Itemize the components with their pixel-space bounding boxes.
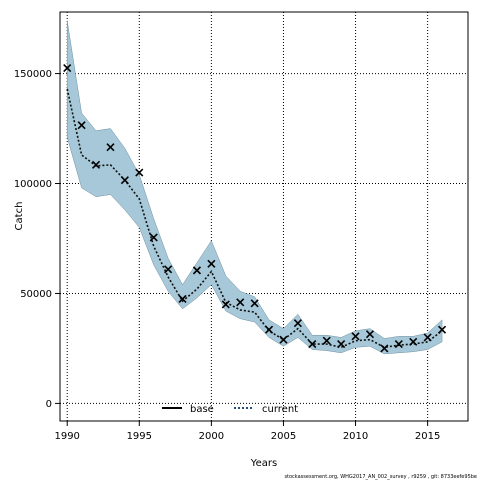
legend-base-label: base: [190, 404, 214, 415]
observed-point: [264, 325, 274, 334]
observed-markers: [63, 64, 447, 353]
observed-point: [164, 265, 173, 274]
grid: [60, 12, 468, 421]
observed-point: [351, 332, 360, 341]
observed-point: [308, 339, 317, 349]
x-axis-title: Years: [250, 458, 277, 469]
observed-point: [192, 266, 202, 275]
confidence-band: [66, 20, 443, 355]
observed-point: [236, 298, 245, 307]
x-tick-label: 2015: [415, 431, 440, 442]
observed-point: [207, 259, 216, 268]
observed-point: [423, 333, 432, 342]
observed-point: [437, 325, 447, 334]
series-lines: [66, 88, 443, 349]
observed-point: [380, 344, 389, 353]
observed-point: [149, 233, 158, 242]
observed-point: [322, 336, 331, 345]
observed-point: [250, 299, 259, 308]
observed-point: [178, 294, 187, 304]
observed-point: [279, 335, 288, 344]
plot-frame: [59, 11, 469, 422]
x-axis: 1990 1995 2000 2005 2010 2015: [54, 421, 440, 442]
y-tick-label: 0: [46, 399, 52, 410]
y-tick-label: 50000: [20, 289, 52, 300]
observed-point: [135, 168, 144, 177]
observed-point: [409, 337, 418, 346]
observed-point: [91, 160, 101, 169]
legend-current-label: current: [262, 404, 298, 415]
y-tick-label: 150000: [14, 69, 52, 80]
observed-point: [394, 339, 403, 349]
y-axis-title: Catch: [14, 202, 25, 231]
observed-point: [293, 319, 302, 328]
observed-point: [365, 330, 375, 339]
y-axis: 0 50000 100000 150000: [14, 69, 60, 410]
observed-point: [63, 64, 72, 73]
x-tick-label: 1990: [54, 431, 79, 442]
footnote: stockassessment.org, WHG2017_AN_002_surv…: [284, 474, 477, 480]
x-tick-label: 2005: [271, 431, 296, 442]
observed-point: [77, 121, 86, 130]
estimate-line: [66, 88, 443, 349]
x-tick-label: 2010: [343, 431, 368, 442]
confidence-band-area: [66, 20, 443, 355]
x-tick-label: 1995: [127, 431, 152, 442]
observed-point: [337, 339, 346, 349]
observed-point: [120, 176, 129, 185]
observed-point: [221, 300, 230, 309]
y-tick-label: 100000: [14, 179, 52, 190]
x-tick-label: 2000: [199, 431, 224, 442]
observed-point: [106, 143, 115, 152]
legend: base current: [162, 404, 298, 415]
